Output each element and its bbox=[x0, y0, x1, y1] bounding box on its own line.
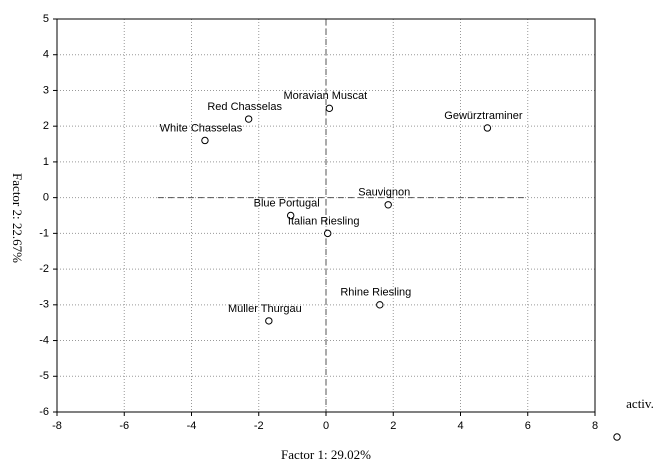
y-tick-label: 1 bbox=[43, 156, 49, 168]
y-tick-label: -4 bbox=[39, 334, 49, 346]
point-label: Sauvignon bbox=[358, 187, 410, 199]
y-tick-label: -6 bbox=[39, 406, 49, 418]
x-tick-label: 8 bbox=[592, 420, 598, 432]
plot-frame bbox=[56, 18, 596, 413]
legend-marker bbox=[613, 433, 621, 441]
x-tick-label: 2 bbox=[390, 420, 396, 432]
x-tick-label: -4 bbox=[187, 420, 197, 432]
y-tick-label: 5 bbox=[43, 13, 49, 25]
y-tick-label: 0 bbox=[43, 192, 49, 204]
x-tick-label: 6 bbox=[525, 420, 531, 432]
point-label: Blue Portugal bbox=[254, 197, 320, 209]
y-tick-label: 4 bbox=[43, 49, 49, 61]
point-label: Red Chasselas bbox=[207, 101, 282, 113]
x-tick-label: -6 bbox=[119, 420, 129, 432]
point-label: Rhine Riesling bbox=[340, 287, 411, 299]
point bbox=[384, 201, 392, 209]
point bbox=[244, 115, 253, 123]
point-label: Moravian Muscat bbox=[283, 90, 367, 102]
y-tick-label: 3 bbox=[43, 84, 49, 96]
point-label: Gewürztraminer bbox=[444, 110, 523, 122]
point bbox=[286, 211, 295, 220]
point-label: Italian Riesling bbox=[288, 215, 360, 227]
point-label: Müller Thurgau bbox=[228, 303, 302, 315]
y-tick-label: -2 bbox=[39, 263, 49, 275]
point bbox=[325, 104, 334, 113]
y-tick-label: -3 bbox=[39, 299, 49, 311]
x-tick-label: 0 bbox=[323, 420, 329, 432]
x-axis-label: Factor 1: 29.02% bbox=[281, 447, 371, 462]
x-tick-label: -8 bbox=[52, 420, 62, 432]
y-tick-label: 2 bbox=[43, 120, 49, 132]
point bbox=[201, 136, 209, 145]
point bbox=[376, 301, 384, 309]
y-tick-label: -1 bbox=[39, 227, 49, 239]
x-tick-label: -2 bbox=[254, 420, 264, 432]
y-axis-label: Factor 2: 22.67% bbox=[10, 173, 25, 263]
x-tick-label: 4 bbox=[457, 420, 463, 432]
point bbox=[323, 229, 332, 238]
point-label: White Chasselas bbox=[160, 122, 243, 134]
y-tick-label: -5 bbox=[39, 370, 49, 382]
legend-label: activ. bbox=[626, 396, 654, 411]
point bbox=[483, 124, 492, 132]
point bbox=[265, 317, 273, 325]
